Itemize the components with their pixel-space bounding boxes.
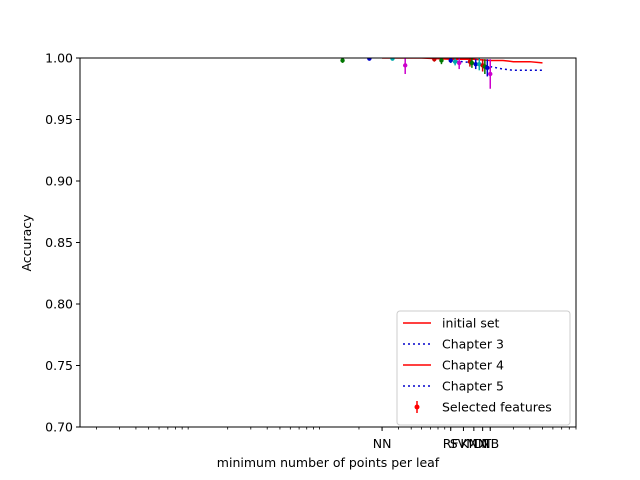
legend-box	[396, 310, 571, 426]
legend-item-2: Chapter 4	[403, 358, 504, 373]
axes: 0.70 0.75 0.80 0.85 0.90 0.95 1.00 NN RFSVMKNNDT…	[45, 51, 577, 451]
y-tick-label: 0.75	[45, 358, 73, 373]
errorbar-point-6	[448, 58, 453, 63]
legend-item-1: Chapter 3	[403, 337, 504, 352]
y-axis-label: Accuracy	[19, 214, 34, 272]
x-axis-label: minimum number of points per leaf	[217, 455, 440, 470]
y-tick-label: 0.80	[45, 297, 73, 312]
errorbar-point-10	[469, 58, 475, 68]
y-tick-label: 1.00	[45, 51, 73, 66]
y-tick-label: 0.70	[45, 420, 73, 435]
y-tick-label: 0.95	[45, 112, 73, 127]
x-tick-label: NB	[481, 436, 499, 451]
legend-item-0: initial set	[403, 316, 500, 331]
errorbar-point-2	[390, 58, 395, 61]
errorbar-point-0	[340, 58, 345, 63]
legend: initial set Chapter 3 Chapter 4 Chapter 5 Se…	[396, 310, 571, 426]
y-tick-label: 0.85	[45, 235, 73, 250]
legend-label: Selected features	[442, 400, 552, 415]
series-line-1	[450, 59, 543, 72]
errorbar-point-1	[367, 58, 372, 61]
errorbar-point-12	[477, 58, 482, 71]
x-tick-label: SVM	[450, 436, 477, 451]
errorbar-point-15	[485, 59, 490, 77]
errorbar-point-4	[432, 58, 437, 62]
y-tick-label: 0.90	[45, 174, 73, 189]
errorbar-point-3	[402, 58, 408, 74]
x-tick-label: NN	[373, 436, 392, 451]
legend-label: Chapter 3	[442, 337, 504, 352]
x-tick-label: RF	[443, 436, 459, 451]
errorbar-point-11	[473, 59, 478, 70]
x-tick-label: DT	[474, 436, 492, 451]
x-tick-label: KNN	[460, 436, 487, 451]
errorbar-point-8	[456, 58, 462, 70]
legend-label: Chapter 4	[442, 358, 504, 373]
errorbar-point-7	[452, 58, 458, 66]
legend-item-3: Chapter 5	[403, 379, 504, 394]
legend-item-4: Selected features	[414, 400, 552, 415]
legend-label: initial set	[442, 316, 500, 331]
legend-label: Chapter 5	[442, 379, 504, 394]
errorbar-point-16	[488, 59, 493, 89]
